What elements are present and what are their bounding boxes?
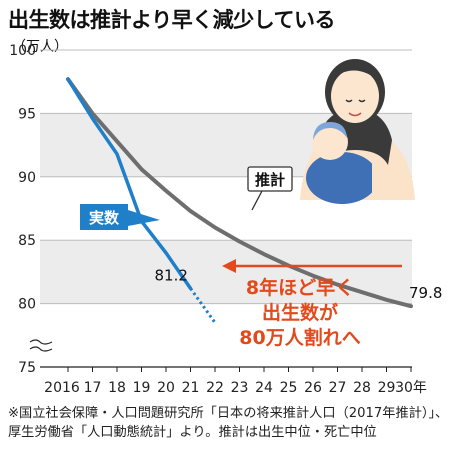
x-tick-label: 21 [182,380,200,396]
series-label-estimate: 推計 [247,166,293,211]
x-tick-label: 17 [84,380,102,396]
annotation-arrowhead [222,259,236,273]
x-tick-label: 18 [108,380,126,396]
series-label-actual: 実数 [80,204,160,230]
axis-break-icon [29,338,53,352]
series-label-box [247,166,293,192]
x-tick-label: 19 [133,380,151,396]
grid-band [40,240,412,304]
y-tick-label: 80 [18,297,36,313]
projection-line [189,287,217,324]
actual-line [66,77,193,291]
series-label-text: 実数 [89,209,120,227]
x-tick-label: 2016 [44,380,80,396]
x-tick-label: 26 [304,380,322,396]
annotation-text-line: 8年ほど早く [246,276,354,299]
source-note: ※国立社会保障・人口問題研究所「日本の将来推計人口（2017年推計）」、厚生労働… [8,406,449,440]
data-label-estimate-end: 79.8 [409,284,442,302]
chart-title: 出生数は推計より早く減少している [8,8,335,32]
x-tick-label: 20 [157,380,175,396]
y-axis-unit: （万人） [12,39,68,55]
series-label-pointer [128,210,160,226]
line-chart: 75 80 85 90 95 100 2016 17 18 19 20 21 22 23 24 25 26 27… [9,43,442,396]
series-label-box [80,204,128,230]
y-tick-label: 95 [18,106,36,122]
x-tick-label: 30年 [395,380,427,396]
x-tick-label: 29 [378,380,396,396]
x-tick-label: 24 [255,380,273,396]
annotation-text-line: 80万人割れへ [239,326,360,349]
data-label-actual-end: 81.2 [155,266,188,284]
mother-baby-illustration [300,59,415,204]
annotation-text-line: 出生数が [262,301,338,324]
y-tick-label: 100 [9,43,36,59]
x-tick-label: 23 [231,380,249,396]
y-tick-label: 75 [18,360,36,376]
series-label-pointer [251,190,263,211]
x-tick-labels: 2016 17 18 19 20 21 22 23 24 25 26 27 28 29 30年 [44,367,427,396]
series-label-text: 推計 [255,171,285,189]
x-tick-label: 25 [280,380,298,396]
x-tick-label: 22 [206,380,224,396]
y-tick-label: 85 [18,233,36,249]
x-tick-label: 27 [329,380,347,396]
x-tick-label: 28 [353,380,371,396]
y-tick-labels: 75 80 85 90 95 100 [9,43,36,376]
y-tick-label: 90 [18,170,36,186]
